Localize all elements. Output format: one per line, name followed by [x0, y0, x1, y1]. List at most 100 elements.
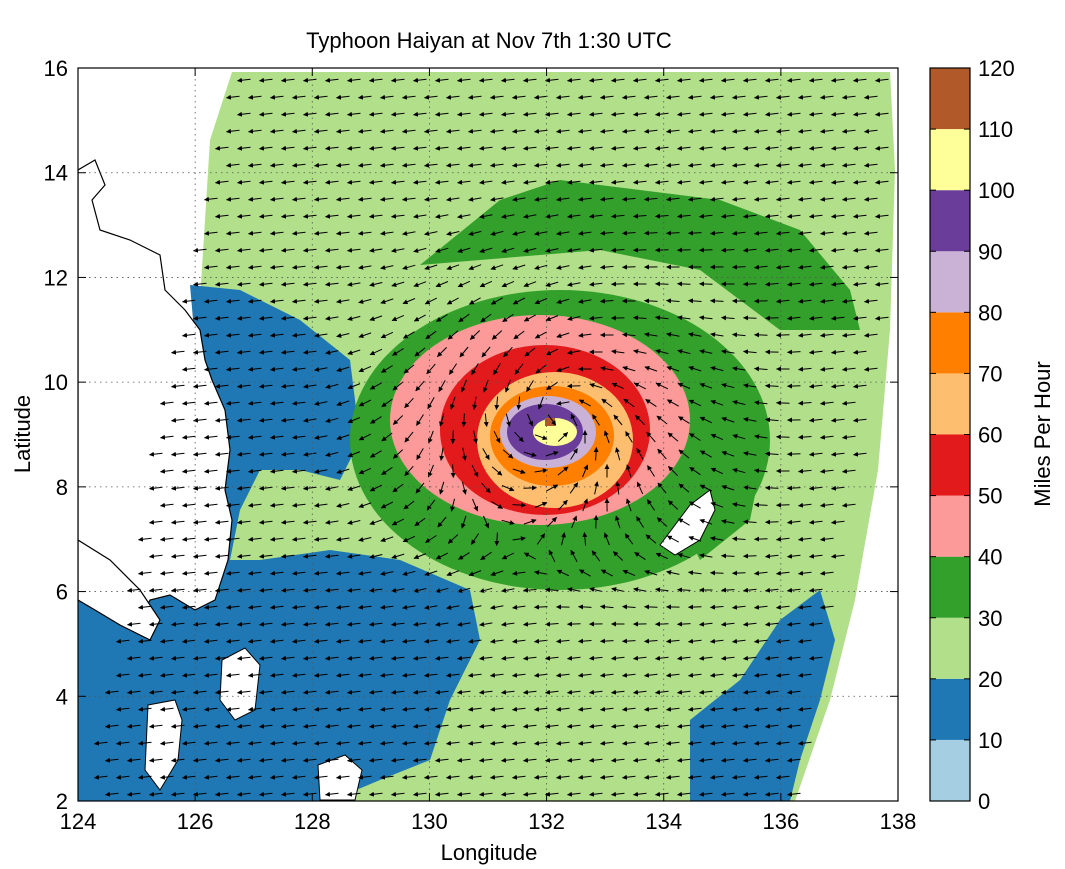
- wind-arrow: [314, 162, 328, 168]
- wind-arrow: [413, 553, 427, 560]
- wind-arrow: [864, 230, 878, 236]
- wind-arrow: [820, 536, 834, 542]
- wind-arrow: [468, 264, 482, 271]
- wind-arrow: [461, 413, 467, 427]
- wind-arrow: [193, 519, 207, 525]
- wind-arrow: [732, 502, 746, 508]
- wind-arrow: [193, 315, 207, 321]
- wind-arrow: [677, 213, 691, 219]
- wind-arrow: [556, 332, 570, 338]
- wind-arrow: [636, 516, 644, 528]
- y-tick-label: 10: [44, 370, 68, 395]
- wind-arrow: [292, 536, 306, 542]
- wind-arrow: [461, 481, 467, 495]
- wind-arrow: [457, 587, 471, 593]
- wind-arrow: [479, 77, 493, 83]
- wind-arrow: [514, 431, 524, 443]
- wind-arrow: [402, 128, 416, 134]
- wind-arrow: [259, 281, 273, 287]
- wind-arrow: [281, 179, 295, 185]
- wind-arrow: [292, 468, 306, 474]
- wind-arrow: [226, 128, 240, 134]
- colorbar-tick-label: 80: [978, 300, 1002, 325]
- wind-arrow: [435, 179, 449, 185]
- wind-arrow: [215, 315, 229, 321]
- wind-arrow: [402, 162, 416, 168]
- wind-arrow: [281, 553, 295, 559]
- wind-arrow: [623, 398, 635, 408]
- wind-arrow: [875, 77, 889, 83]
- wind-arrow: [732, 434, 746, 440]
- wind-arrow: [666, 298, 680, 304]
- wind-arrow: [358, 298, 372, 304]
- y-tick-label: 16: [44, 56, 68, 81]
- wind-arrow: [710, 162, 724, 168]
- wind-arrow: [523, 213, 537, 219]
- colorbar-tick-label: 0: [978, 789, 990, 814]
- wind-arrow: [435, 213, 449, 219]
- wind-arrow: [270, 264, 284, 270]
- wind-arrow: [689, 466, 701, 476]
- wind-arrow: [626, 464, 632, 478]
- wind-arrow: [460, 379, 467, 393]
- wind-arrow: [501, 519, 515, 525]
- wind-arrow: [404, 465, 414, 477]
- colorbar-swatch: [930, 129, 970, 191]
- wind-arrow: [369, 348, 383, 356]
- wind-arrow: [292, 162, 306, 168]
- wind-arrow: [537, 396, 544, 410]
- wind-arrow: [314, 434, 328, 440]
- wind-arrow: [402, 535, 416, 543]
- wind-arrow: [215, 247, 229, 253]
- wind-arrow: [259, 553, 273, 559]
- wind-arrow: [182, 400, 196, 406]
- wind-arrow: [589, 587, 603, 592]
- wind-arrow: [314, 332, 328, 338]
- wind-arrow: [657, 482, 667, 494]
- wind-arrow: [248, 128, 262, 134]
- wind-arrow: [743, 383, 757, 389]
- wind-arrow: [358, 467, 372, 475]
- wind-arrow: [281, 145, 295, 151]
- wind-arrow: [171, 519, 185, 525]
- wind-arrow: [215, 485, 229, 491]
- wind-arrow: [480, 551, 492, 561]
- wind-arrow: [864, 366, 878, 372]
- wind-arrow: [578, 332, 592, 338]
- wind-arrow: [490, 297, 503, 305]
- wind-arrow: [754, 162, 768, 168]
- colorbar-tick-label: 30: [978, 606, 1002, 631]
- wind-arrow: [248, 536, 262, 542]
- wind-arrow: [600, 196, 614, 202]
- wind-arrow: [721, 111, 735, 117]
- wind-arrow: [358, 604, 372, 610]
- wind-arrow: [215, 349, 229, 355]
- wind-arrow: [204, 298, 218, 304]
- wind-arrow: [842, 366, 856, 372]
- wind-arrow: [215, 519, 229, 525]
- wind-arrow: [798, 94, 812, 100]
- wind-arrow: [193, 247, 207, 253]
- wind-arrow: [831, 485, 845, 491]
- wind-arrow: [413, 213, 427, 219]
- wind-arrow: [270, 196, 284, 202]
- wind-arrow: [226, 230, 240, 236]
- wind-arrow: [655, 213, 669, 219]
- wind-arrow: [677, 382, 691, 389]
- wind-arrow: [237, 451, 251, 457]
- wind-arrow: [424, 230, 438, 236]
- colorbar-swatch: [930, 190, 970, 252]
- wind-arrow: [743, 519, 757, 525]
- wind-arrow: [569, 482, 579, 494]
- wind-arrow: [458, 313, 470, 323]
- wind-arrow: [864, 196, 878, 202]
- wind-arrow: [809, 451, 823, 457]
- wind-arrow: [380, 501, 394, 509]
- wind-arrow: [820, 162, 834, 168]
- wind-arrow: [501, 111, 515, 117]
- wind-arrow: [710, 467, 724, 475]
- wind-arrow: [831, 213, 845, 219]
- wind-arrow: [248, 196, 262, 202]
- wind-arrow: [424, 196, 438, 202]
- wind-arrow: [567, 77, 581, 83]
